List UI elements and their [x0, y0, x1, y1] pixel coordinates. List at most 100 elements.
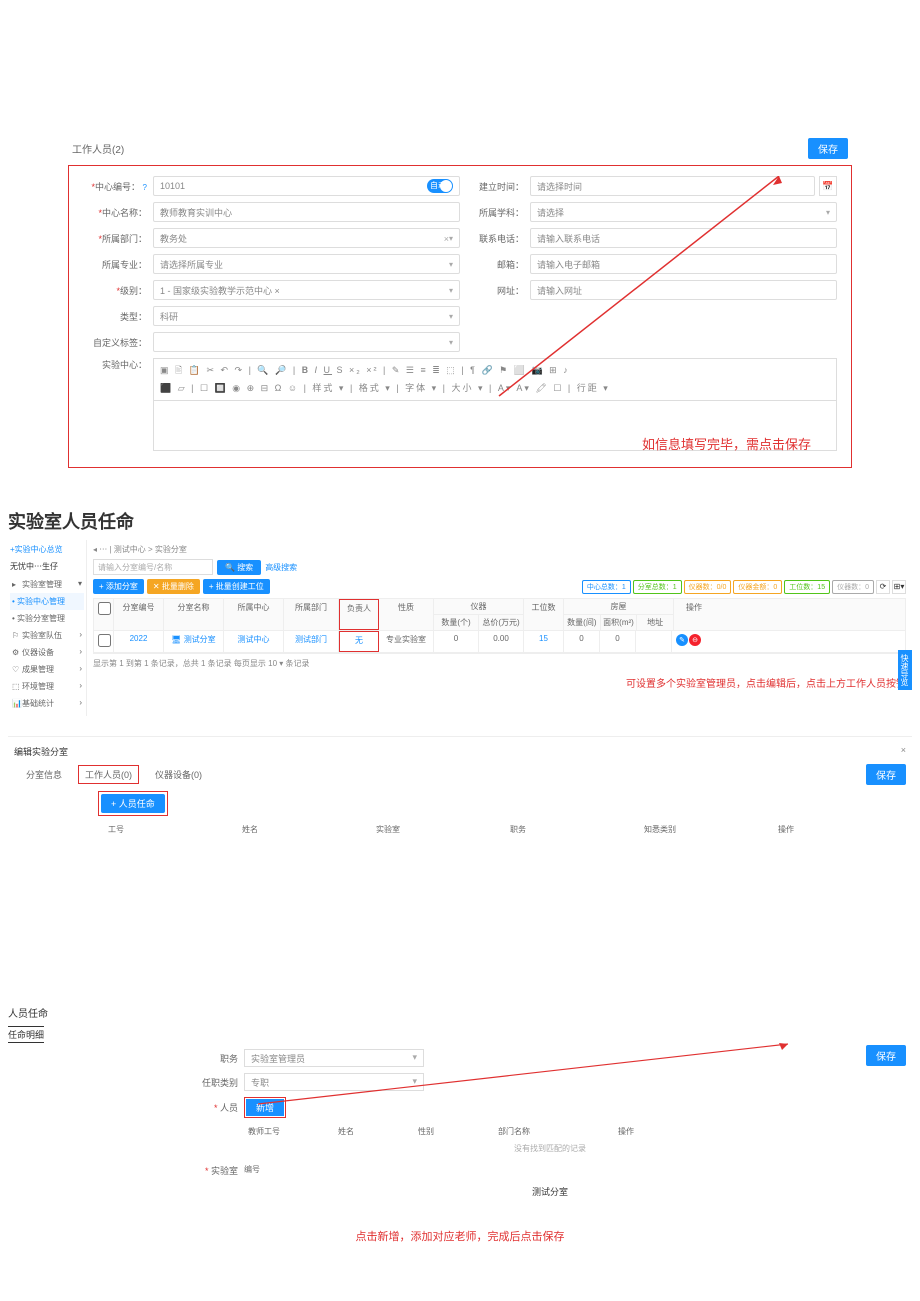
sidebar-item-equipment[interactable]: ⚙仪器设备›	[10, 644, 84, 661]
person-label: * 人员	[188, 1101, 238, 1114]
delete-icon[interactable]: ⊖	[689, 634, 701, 646]
add-room-button[interactable]: + 添加分室	[93, 579, 144, 594]
results-icon: ♡	[12, 665, 22, 674]
sidebar-item-results[interactable]: ♡成果管理›	[10, 661, 84, 678]
auto-toggle[interactable]: 自动	[427, 179, 453, 193]
url-label: 网址：	[460, 284, 524, 297]
grid-section: +实验中心总览 无忧中⋯生仔 ▸实验室管理▾ • 实验中心管理 • 实验分室管理…	[8, 540, 912, 716]
appointment-sub: 任命明细	[8, 1026, 44, 1043]
calendar-icon[interactable]: 📅	[819, 176, 837, 196]
tab-info[interactable]: 分室信息	[20, 766, 68, 783]
phone-label: 联系电话：	[460, 232, 524, 245]
lab-label: * 实验室	[188, 1164, 238, 1177]
sidebar-user: 无忧中⋯生仔	[10, 561, 84, 572]
subject-select[interactable]: 请选择▾	[530, 202, 837, 222]
level-select[interactable]: 1 - 国家级实验教学示范中心 ×▾	[153, 280, 460, 300]
save-button[interactable]: 保存	[808, 138, 848, 159]
stats-icon: 📊	[12, 699, 22, 708]
level-label: *级别：	[83, 284, 147, 297]
add-button[interactable]: 新增	[246, 1099, 284, 1116]
annotation-text-1: 如信息填写完毕，需点击保存	[642, 434, 811, 453]
sidebar-item-team[interactable]: ⚐实验室队伍›	[10, 627, 84, 644]
add-highlight: 新增	[244, 1097, 286, 1118]
center-name-label: *中心名称：	[83, 206, 147, 219]
build-date-label: 建立时间：	[460, 180, 524, 193]
rich-editor-toolbar[interactable]: ▣ 🖹 📋 ✂ ↶ ↷ | 🔍 🔎 | 𝐁 I U S ×₂ ×² | ✎ ☰ …	[153, 358, 837, 401]
appointment-save-button[interactable]: 保存	[866, 1045, 906, 1066]
annotation-text-3: 点击新增，添加对应老师，完成后点击保存	[8, 1228, 912, 1244]
appointment-title: 人员任命	[8, 1005, 912, 1020]
batch-delete-button[interactable]: ✕ 批量删除	[147, 579, 200, 594]
form-header-title: 工作人员(2)	[72, 141, 124, 156]
lab-sub-label: 编号	[244, 1164, 260, 1175]
team-icon: ⚐	[12, 631, 22, 640]
form-section: 工作人员(2) 保存 *中心编号： ? 10101 自动 建立时间： 请选择时间…	[68, 138, 852, 468]
data-grid: 分室编号 分室名称 所属中心 所属部门 负责人 性质 仪器 数量(个)总价(万元…	[93, 598, 906, 654]
url-input[interactable]: 请输入网址	[530, 280, 837, 300]
owner-column-header: 负责人	[339, 599, 379, 630]
lab-value: 测试分室	[188, 1185, 912, 1198]
dept-link[interactable]: 测试部门	[295, 635, 327, 644]
person-table-header: 教师工号 姓名 性别 部门名称 操作	[244, 1124, 912, 1139]
phone-input[interactable]: 请输入联系电话	[530, 228, 837, 248]
type-select[interactable]: 科研▾	[153, 306, 460, 326]
major-select[interactable]: 请选择所属专业▾	[153, 254, 460, 274]
sidebar-item-stats[interactable]: 📊基础统计›	[10, 695, 84, 712]
center-no-input[interactable]: 10101 自动	[153, 176, 460, 196]
folder-icon: ▸	[12, 580, 22, 589]
sidebar-item-lab-mgmt[interactable]: ▸实验室管理▾	[10, 576, 84, 593]
owner-link[interactable]: 无	[355, 636, 363, 645]
custom-select[interactable]: ▾	[153, 332, 460, 352]
close-icon[interactable]: ×	[901, 745, 906, 758]
sidebar-item-room-mgmt[interactable]: • 实验分室管理	[10, 610, 84, 627]
summary-badges: 中心总数：1 分室总数：1 仪器数：0/0 仪器金额：0 工位数：15 仪器数：…	[582, 580, 874, 594]
tab-staff[interactable]: 工作人员(0)	[78, 765, 139, 784]
batch-create-button[interactable]: + 批量创建工位	[203, 579, 270, 594]
major-label: 所属专业：	[83, 258, 147, 271]
select-all-checkbox[interactable]	[98, 602, 111, 615]
dept-select[interactable]: 教务处▾×	[153, 228, 460, 248]
columns-icon[interactable]: ⊞▾	[892, 580, 906, 594]
sidebar-overview-link[interactable]: +实验中心总览	[10, 544, 84, 555]
search-input[interactable]: 请输入分室编号/名称	[93, 559, 213, 575]
editor-label: 实验中心：	[83, 358, 147, 371]
section-heading: 实验室人员任命	[8, 508, 912, 534]
form-box: *中心编号： ? 10101 自动 建立时间： 请选择时间 📅 *中心名称： 教…	[68, 165, 852, 468]
sidebar-item-center-mgmt[interactable]: • 实验中心管理	[10, 593, 84, 610]
role-label: 职务	[188, 1052, 238, 1065]
dept-label: *所属部门：	[83, 232, 147, 245]
subject-label: 所属学科：	[460, 206, 524, 219]
appointment-section: 人员任命 任命明细 保存 职务 实验室管理员▾ 任职类别 专职▾ * 人员 新增…	[8, 1005, 912, 1244]
advanced-search-link[interactable]: 高级搜索	[265, 562, 297, 573]
equipment-icon: ⚙	[12, 648, 22, 657]
pager-text: 显示第 1 到第 1 条记录，总共 1 条记录 每页显示 10 ▾ 条记录	[93, 658, 906, 669]
center-link[interactable]: 测试中心	[238, 635, 270, 644]
grid-row: 2022 🖥 测试分室 测试中心 测试部门 无 专业实验室 0 0.00 15 …	[94, 631, 905, 653]
email-label: 邮箱：	[460, 258, 524, 271]
room-no-link[interactable]: 2022	[130, 634, 148, 643]
grid-header: 分室编号 分室名称 所属中心 所属部门 负责人 性质 仪器 数量(个)总价(万元…	[94, 599, 905, 631]
search-button[interactable]: 🔍 搜索	[217, 560, 261, 575]
type-label: 类型：	[83, 310, 147, 323]
sidebar: +实验中心总览 无忧中⋯生仔 ▸实验室管理▾ • 实验中心管理 • 实验分室管理…	[8, 540, 86, 716]
modal-title: 编辑实验分室	[14, 745, 68, 758]
edit-modal: 编辑实验分室 × 分室信息 工作人员(0) 仪器设备(0) 保存 + 人员任命 …	[8, 736, 912, 845]
empty-text: 没有找到匹配的记录	[188, 1143, 912, 1154]
row-checkbox[interactable]	[98, 634, 111, 647]
tab-equipment[interactable]: 仪器设备(0)	[149, 766, 208, 783]
room-name-link[interactable]: 🖥 测试分室	[171, 635, 215, 644]
modal-save-button[interactable]: 保存	[866, 764, 906, 785]
sidebar-item-env[interactable]: ⬚环境管理›	[10, 678, 84, 695]
quick-nav-tab[interactable]: 快速导览	[898, 650, 912, 690]
env-icon: ⬚	[12, 682, 22, 691]
staff-table-header: 工号 姓名 实验室 职务 知悉类别 操作	[108, 822, 912, 837]
edit-icon[interactable]: ✎	[676, 634, 688, 646]
type-select[interactable]: 专职▾	[244, 1073, 424, 1091]
center-name-input[interactable]: 教师教育实训中心	[153, 202, 460, 222]
refresh-icon[interactable]: ⟳	[876, 580, 890, 594]
email-input[interactable]: 请输入电子邮箱	[530, 254, 837, 274]
add-person-button[interactable]: + 人员任命	[101, 794, 165, 813]
type-label: 任职类别	[188, 1076, 238, 1089]
role-select[interactable]: 实验室管理员▾	[244, 1049, 424, 1067]
build-date-input[interactable]: 请选择时间	[530, 176, 815, 196]
